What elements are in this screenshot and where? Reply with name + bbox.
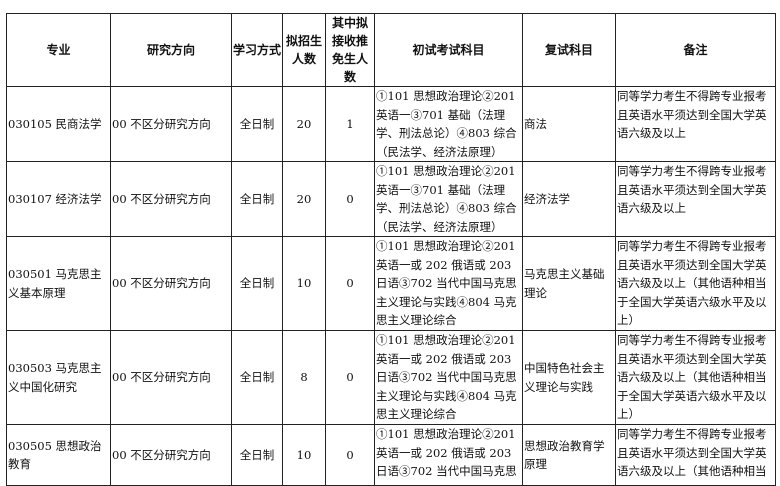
header-exempt: 其中拟接收推免生人数	[325, 13, 375, 87]
exam-cell: ①101 思想政治理论②201 英语一或 202 俄语或 203 日语③702 …	[374, 424, 523, 486]
mode-cell: 全日制	[231, 161, 283, 237]
quota-cell: 20	[282, 86, 326, 162]
mode-cell: 全日制	[231, 330, 283, 425]
exam-text: ①101 思想政治理论②201 英语一或 202 俄语或 203 日语③702 …	[376, 427, 517, 483]
note-cell: 同等学力考生不得跨专业报考且英语水平须达到全国大学英语六级及以上	[615, 161, 776, 237]
major-cell: 030105 民商法学	[6, 86, 111, 162]
note-text: 同等学力考生不得跨专业报考且英语水平须达到全国大学英语六级及以上（其他语种相当于…	[617, 427, 767, 483]
mode-cell: 全日制	[231, 424, 283, 486]
direction-cell: 00 不区分研究方向	[110, 236, 232, 331]
quota-cell: 20	[282, 161, 326, 237]
table-row: 030105 民商法学 00 不区分研究方向 全日制 20 1 ①101 思想政…	[6, 86, 776, 162]
direction-cell: 00 不区分研究方向	[110, 161, 232, 237]
header-major: 专业	[6, 13, 111, 87]
exempt-cell: 0	[325, 330, 375, 425]
exempt-cell: 0	[325, 236, 375, 331]
quota-cell: 10	[282, 424, 326, 486]
exam-cell: ①101 思想政治理论②201 英语一或 202 俄语或 203 日语③702 …	[374, 330, 523, 425]
quota-cell: 8	[282, 330, 326, 425]
retest-cell: 思想政治教育学原理	[522, 424, 616, 486]
table-row: 030107 经济法学 00 不区分研究方向 全日制 20 0 ①101 思想政…	[6, 161, 776, 237]
table-row: 030505 思想政治教育 00 不区分研究方向 全日制 10 0 ①101 思…	[6, 424, 776, 486]
exam-cell: ①101 思想政治理论②201 英语一或 202 俄语或 203 日语③702 …	[374, 236, 523, 331]
note-cell: 同等学力考生不得跨专业报考且英语水平须达到全国大学英语六级及以上（其他语种相当于…	[615, 424, 776, 486]
quota-cell: 10	[282, 236, 326, 331]
retest-cell: 经济法学	[522, 161, 616, 237]
header-note: 备注	[615, 13, 776, 87]
table-row: 030501 马克思主义基本原理 00 不区分研究方向 全日制 10 0 ①10…	[6, 236, 776, 331]
exam-cell: ①101 思想政治理论②201 英语一③701 基础（法理学、刑法总论）④803…	[374, 86, 523, 162]
retest-cell: 商法	[522, 86, 616, 162]
header-exam: 初试考试科目	[374, 13, 523, 87]
major-cell: 030503 马克思主义中国化研究	[6, 330, 111, 425]
major-cell: 030505 思想政治教育	[6, 424, 111, 486]
mode-cell: 全日制	[231, 86, 283, 162]
header-row: 专业 研究方向 学习方式 拟招生人数 其中拟接收推免生人数 初试考试科目 复试科…	[6, 13, 776, 87]
retest-cell: 马克思主义基础理论	[522, 236, 616, 331]
mode-cell: 全日制	[231, 236, 283, 331]
header-quota: 拟招生人数	[282, 13, 326, 87]
header-direction: 研究方向	[110, 13, 232, 87]
note-cell: 同等学力考生不得跨专业报考且英语水平须达到全国大学英语六级及以上	[615, 86, 776, 162]
admissions-table: 专业 研究方向 学习方式 拟招生人数 其中拟接收推免生人数 初试考试科目 复试科…	[6, 13, 776, 486]
retest-cell: 中国特色社会主义理论与实践	[522, 330, 616, 425]
header-mode: 学习方式	[231, 13, 283, 87]
note-cell: 同等学力考生不得跨专业报考且英语水平须达到全国大学英语六级及以上（其他语种相当于…	[615, 330, 776, 425]
exam-cell: ①101 思想政治理论②201 英语一③701 基础（法理学、刑法总论）④803…	[374, 161, 523, 237]
major-cell: 030501 马克思主义基本原理	[6, 236, 111, 331]
major-cell: 030107 经济法学	[6, 161, 111, 237]
exempt-cell: 0	[325, 161, 375, 237]
exempt-cell: 1	[325, 86, 375, 162]
table-row: 030503 马克思主义中国化研究 00 不区分研究方向 全日制 8 0 ①10…	[6, 330, 776, 425]
direction-cell: 00 不区分研究方向	[110, 424, 232, 486]
note-cell: 同等学力考生不得跨专业报考且英语水平须达到全国大学英语六级及以上（其他语种相当于…	[615, 236, 776, 331]
exempt-cell: 0	[325, 424, 375, 486]
direction-cell: 00 不区分研究方向	[110, 86, 232, 162]
direction-cell: 00 不区分研究方向	[110, 330, 232, 425]
header-retest: 复试科目	[522, 13, 616, 87]
